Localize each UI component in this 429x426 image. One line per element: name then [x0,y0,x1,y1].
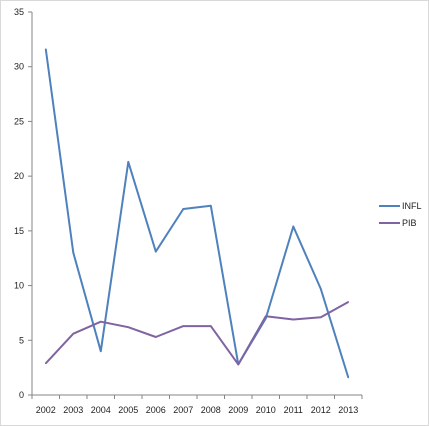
data-point-pib [127,326,130,328]
y-tick-label: 10 [14,281,24,291]
data-point-infl [154,250,157,253]
data-point-infl [182,208,185,210]
data-point-pib [154,336,157,338]
x-tick-label: 2009 [228,405,248,415]
series-lines [44,48,350,379]
data-point-infl [347,376,350,379]
data-point-infl [72,251,75,254]
x-tick-label: 2010 [256,405,276,415]
y-tick-label: 20 [14,171,24,181]
y-tick-label: 35 [14,7,24,17]
x-tick-label: 2011 [284,405,303,415]
data-point-infl [44,48,47,51]
x-tick-label: 2003 [63,405,83,415]
legend: INFL PIB [379,201,422,228]
series-line-pib [45,301,349,366]
data-point-infl [319,288,322,290]
y-axis: 0 5 10 15 20 25 30 35 [14,7,33,400]
data-point-pib [99,320,102,323]
x-tick-label: 2005 [118,405,138,415]
series-line-infl [44,49,350,378]
y-tick-label: 25 [14,116,24,126]
x-tick-label: 2004 [91,405,111,415]
x-tick-label: 2002 [36,405,56,415]
x-tick-label: 2008 [201,405,221,415]
data-point-pib [292,318,295,321]
x-tick-label: 2006 [146,405,166,415]
x-tick-label: 2012 [311,405,331,415]
y-tick-label: 30 [14,62,24,72]
data-point-pib [319,316,322,319]
data-point-infl [209,204,212,207]
x-axis: 2002 2003 2004 2005 2006 2007 2008 2009 2010 2011… [31,394,363,415]
data-point-pib [264,315,267,318]
data-point-pib [44,362,47,365]
data-point-pib [209,325,212,327]
data-point-pib [347,301,350,303]
data-point-pib [72,332,75,335]
data-point-infl [127,161,130,163]
data-point-pib [237,363,240,366]
legend-label-infl: INFL [402,201,422,211]
x-tick-label: 2007 [173,405,193,415]
legend-label-pib: PIB [402,218,417,228]
data-point-pib [182,325,185,327]
y-tick-label: 5 [19,335,24,345]
data-point-infl [99,350,102,353]
x-tick-label: 2013 [338,405,358,415]
y-tick-label: 15 [14,226,24,236]
y-tick-label: 0 [19,390,24,400]
data-point-infl [292,225,295,228]
